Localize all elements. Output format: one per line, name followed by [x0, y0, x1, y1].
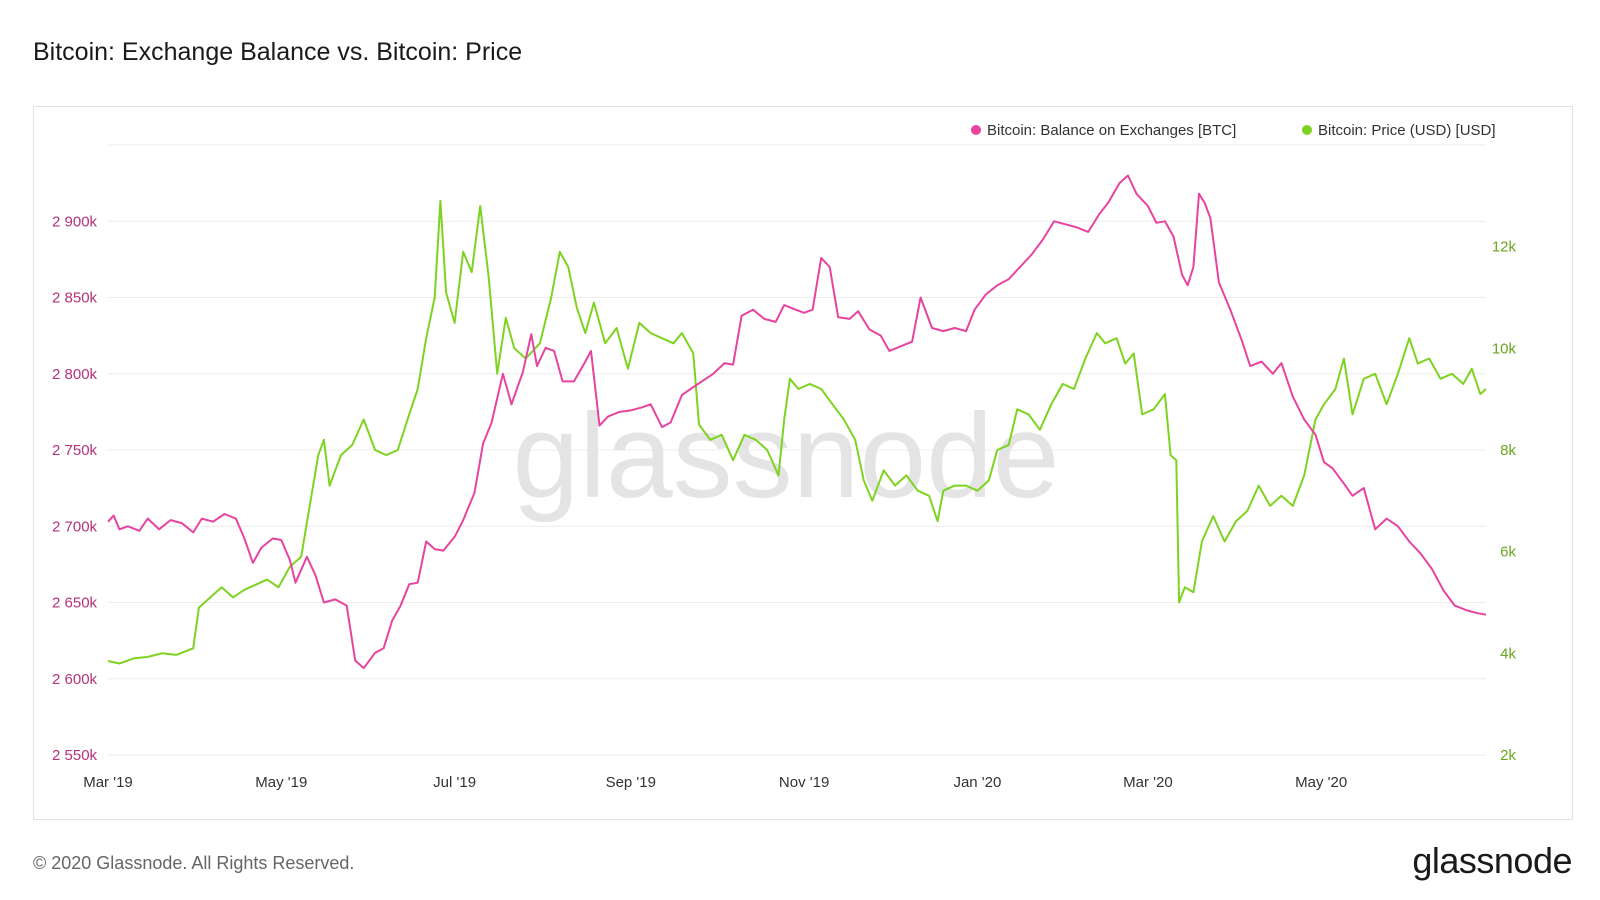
- grid-lines: [108, 144, 1486, 756]
- left-tick-label: 2 900k: [52, 213, 98, 230]
- right-tick-label: 4k: [1500, 645, 1516, 662]
- x-tick-label: Nov '19: [779, 774, 829, 791]
- left-tick-label: 2 700k: [52, 518, 98, 535]
- x-tick-label: Jan '20: [953, 774, 1001, 791]
- left-tick-label: 2 850k: [52, 290, 98, 307]
- legend-label-balance[interactable]: Bitcoin: Balance on Exchanges [BTC]: [987, 122, 1236, 139]
- right-tick-label: 12k: [1492, 239, 1517, 256]
- left-tick-label: 2 600k: [52, 671, 98, 688]
- left-tick-label: 2 550k: [52, 747, 98, 764]
- legend-marker-price: [1302, 125, 1312, 135]
- glassnode-logo[interactable]: glassnode: [1412, 840, 1572, 881]
- series-line-price[interactable]: [107, 199, 1487, 665]
- x-tick-label: May '19: [255, 774, 307, 791]
- x-tick-label: Mar '20: [1123, 774, 1173, 791]
- legend-label-price[interactable]: Bitcoin: Price (USD) [USD]: [1318, 122, 1496, 139]
- x-tick-label: May '20: [1295, 774, 1347, 791]
- x-tick-label: Sep '19: [606, 774, 656, 791]
- legend-marker-balance: [971, 125, 981, 135]
- left-tick-label: 2 650k: [52, 595, 98, 612]
- x-tick-label: Mar '19: [83, 774, 133, 791]
- x-tick-label: Jul '19: [433, 774, 476, 791]
- series-lines: [107, 174, 1487, 670]
- left-axis-ticks: 2 550k 2 600k 2 650k 2 700k 2 750k 2 800k 2 85…: [52, 213, 98, 764]
- left-tick-label: 2 750k: [52, 442, 98, 459]
- right-tick-label: 2k: [1500, 747, 1516, 764]
- chart-legend: Bitcoin: Balance on Exchanges [BTC] Bitc…: [971, 122, 1496, 139]
- right-axis-ticks: 2k 4k 6k 8k 10k 12k: [1492, 239, 1517, 764]
- page-title: Bitcoin: Exchange Balance vs. Bitcoin: P…: [33, 38, 523, 66]
- footer-copyright: © 2020 Glassnode. All Rights Reserved.: [33, 853, 355, 873]
- series-line-balance[interactable]: [107, 174, 1487, 670]
- left-tick-label: 2 800k: [52, 366, 98, 383]
- right-tick-label: 8k: [1500, 442, 1516, 459]
- right-tick-label: 10k: [1492, 340, 1517, 357]
- right-tick-label: 6k: [1500, 544, 1516, 561]
- chart-frame: glassnode 2 550k 2 600k 2 650k 2 700k 2 750k…: [33, 106, 1573, 820]
- x-axis-ticks: Mar '19 May '19 Jul '19 Sep '19 Nov '19 Jan '…: [83, 774, 1347, 791]
